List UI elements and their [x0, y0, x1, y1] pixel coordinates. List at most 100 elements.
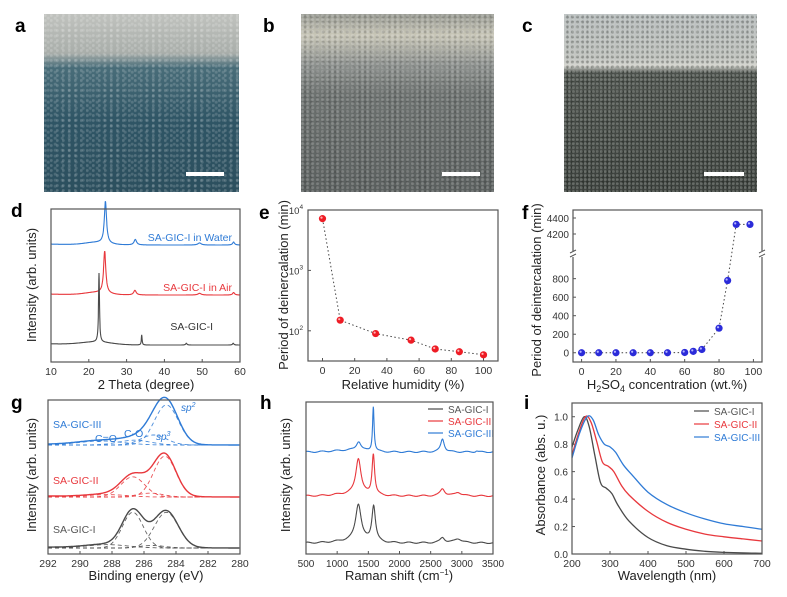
axis-break-mark: [758, 253, 766, 258]
data-point: [698, 345, 706, 354]
scale-bar: [442, 172, 480, 176]
panel-label-e: e: [259, 203, 270, 224]
x-tick-label: 80: [713, 366, 725, 378]
panel-label-i: i: [524, 393, 530, 414]
data-point: [629, 349, 637, 357]
y-tick-exponent: 3: [299, 264, 303, 271]
x-tick-label: 40: [381, 365, 393, 377]
data-point: [732, 220, 740, 228]
legend-label: SA-GIC-II: [714, 420, 757, 431]
axis-break-gap: [570, 251, 576, 257]
series-line: [48, 508, 240, 549]
series-label: SA-GIC-I: [170, 321, 213, 333]
series-label: SA-GIC-I in Water: [148, 232, 233, 244]
chart-d-xrd: 10 20 30 40 50 60 SA-GIC-I in Water SA-GIC-I in…: [24, 201, 246, 392]
photo-a: [44, 14, 239, 192]
fit-component: [48, 494, 240, 498]
x-tick-label: 600: [715, 558, 733, 570]
data-point-highlight: [699, 347, 702, 350]
x-tick-label: 60: [413, 365, 425, 377]
data-point-highlight: [433, 346, 436, 350]
x-tick-label: 10: [45, 366, 57, 378]
x-axis-label-part: concentration (wt.%): [625, 377, 747, 392]
data-point-highlight: [665, 350, 668, 353]
data-point: [681, 348, 689, 357]
y-tick-label: 0.4: [554, 495, 568, 506]
y-tick-label: 0.0: [554, 550, 568, 561]
series-line: [571, 416, 763, 554]
y-tick-label: 400: [552, 312, 569, 323]
annotation-superscript: 2: [191, 402, 196, 409]
series-line: [51, 272, 240, 346]
x-tick-label: 200: [563, 558, 581, 570]
y-tick-label: 4200: [547, 230, 570, 241]
data-point: [715, 324, 723, 332]
panel-label-g: g: [11, 393, 23, 414]
data-point: [577, 349, 586, 357]
y-axis-label: Intensity (arb. units): [278, 418, 293, 532]
fit-component: [48, 545, 240, 549]
x-tick-label: 60: [234, 366, 246, 378]
series-line: [47, 396, 240, 446]
x-axis-label-part: SO: [601, 377, 620, 392]
y-tick-label: 600: [552, 293, 569, 304]
plot-frame: [50, 208, 241, 363]
x-tick-label: 1500: [357, 559, 380, 570]
y-tick-label: 4400: [547, 214, 570, 225]
axis-break-mark: [569, 249, 577, 254]
scale-bar: [704, 172, 744, 176]
data-point-highlight: [481, 352, 484, 355]
x-tick-label: 288: [103, 558, 121, 570]
y-tick-exponent: 4: [299, 204, 303, 211]
panel-label-h: h: [260, 393, 272, 414]
data-point: [612, 349, 620, 357]
fit-component: [48, 439, 240, 446]
x-tick-label: 100: [475, 365, 493, 377]
data-point: [689, 347, 697, 355]
chart-e-humidity: 0 20 40 60 80 100 102 103 104 Relative humidity (…: [276, 200, 499, 392]
y-tick-label: 1.0: [554, 413, 568, 424]
series-label: SA-GIC-I: [53, 524, 96, 536]
x-tick-label: 282: [199, 558, 217, 570]
data-point-highlight: [631, 350, 634, 353]
series-label: SA-GIC-II: [53, 475, 99, 487]
legend-label: SA-GIC-I: [448, 405, 489, 416]
x-tick-label: 40: [159, 366, 171, 378]
data-point-highlight: [457, 349, 460, 352]
y-tick-label: 103: [289, 264, 304, 277]
x-tick-label: 50: [196, 366, 208, 378]
y-tick-label: 800: [552, 275, 569, 286]
x-tick-label: 286: [135, 558, 153, 570]
x-tick-label: 20: [610, 366, 622, 378]
data-point: [479, 351, 488, 359]
photo-b: [301, 14, 494, 192]
x-axis-label-superscript: −1: [440, 568, 450, 577]
x-axis-label: Raman shift (cm−1): [345, 568, 453, 583]
data-point-highlight: [716, 326, 720, 329]
x-tick-label: 80: [445, 365, 457, 377]
data-point-highlight: [579, 350, 582, 353]
x-axis-label-part: ): [449, 568, 453, 583]
panel-label-b: b: [263, 16, 275, 37]
x-axis-label: Wavelength (nm): [618, 568, 717, 583]
data-point-highlight: [648, 350, 651, 353]
x-axis-label: 2 Theta (degree): [98, 377, 195, 392]
x-tick-label: 700: [753, 558, 771, 570]
chart-g-xps: 292 290 288 286 284 282 280SA-GIC-IIISA-GIC-II…: [24, 396, 249, 583]
legend-label: SA-GIC-II: [448, 417, 491, 428]
plot-frame: [47, 399, 241, 555]
x-tick-label: 500: [677, 558, 695, 570]
panel-label-a: a: [15, 16, 26, 37]
series-line: [306, 453, 494, 498]
x-tick-label: 2000: [388, 559, 411, 570]
x-tick-label: 280: [231, 558, 249, 570]
legend-label: SA-GIC-I: [714, 407, 755, 418]
y-axis-label: Intensity (arb. units): [24, 418, 39, 532]
plot-frame: [572, 209, 763, 363]
series-line: [571, 415, 763, 530]
data-point: [663, 349, 672, 357]
x-tick-label: 0: [579, 366, 585, 378]
y-tick-label: 0: [563, 349, 569, 360]
data-point-highlight: [682, 350, 685, 353]
data-point: [746, 220, 754, 228]
